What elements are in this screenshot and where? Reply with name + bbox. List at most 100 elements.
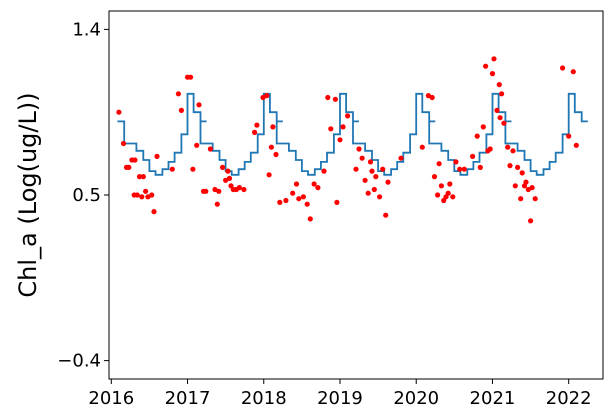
y-tick-label: 0.5 [72, 185, 101, 206]
data-point [252, 129, 258, 135]
data-point [499, 91, 505, 97]
data-point [512, 183, 518, 189]
data-point [461, 166, 467, 172]
data-point [151, 209, 157, 215]
data-point [196, 102, 202, 108]
data-point [216, 188, 222, 194]
x-axis: 2016 2017 2018 2019 2020 2021 2022 [88, 379, 592, 409]
data-point [457, 166, 463, 172]
data-point [523, 179, 529, 185]
data-point [515, 164, 521, 170]
data-point [207, 146, 213, 152]
y-axis-label: Chl_a (Log(ug/L)) [14, 92, 42, 297]
data-point [453, 159, 459, 165]
data-point [340, 124, 346, 130]
data-point [178, 107, 184, 113]
data-point [445, 190, 451, 196]
data-point [496, 82, 502, 88]
x-tick-label: 2018 [241, 388, 287, 409]
data-point [431, 174, 438, 180]
data-point [254, 122, 260, 128]
data-point [149, 192, 155, 198]
data-point [116, 109, 122, 115]
model-line [117, 92, 588, 176]
data-point [134, 192, 140, 198]
data-point [483, 63, 489, 69]
data-point [362, 177, 368, 183]
y-tick-label: −0.4 [57, 351, 101, 372]
data-point [474, 133, 480, 139]
data-point [510, 148, 516, 154]
data-point [429, 94, 435, 101]
data-point [226, 175, 233, 181]
data-point [136, 174, 143, 180]
data-point [501, 120, 507, 126]
x-tick-label: 2016 [88, 388, 134, 409]
data-point [228, 183, 234, 189]
data-point [223, 177, 229, 183]
data-point [519, 170, 525, 176]
data-point [369, 168, 375, 174]
data-point [139, 194, 145, 200]
data-point [154, 153, 160, 159]
data-point [419, 144, 425, 150]
axes-frame [108, 10, 604, 380]
data-point [175, 91, 181, 97]
data-point [300, 194, 306, 200]
data-point [311, 181, 317, 187]
data-point [236, 185, 242, 191]
data-point [304, 201, 310, 207]
data-point [505, 144, 511, 150]
x-tick-label: 2019 [317, 388, 363, 409]
data-point [373, 174, 379, 180]
data-point [380, 166, 386, 172]
data-point [332, 96, 338, 102]
data-point [359, 155, 365, 161]
data-point [307, 216, 313, 222]
data-point [293, 181, 300, 187]
data-point [325, 94, 331, 101]
data-point [120, 140, 127, 147]
x-tick-label: 2020 [393, 388, 439, 409]
data-point [573, 142, 579, 148]
data-point [268, 144, 274, 150]
data-point [529, 185, 535, 191]
data-point [328, 126, 334, 132]
data-point [560, 65, 566, 71]
data-point [277, 199, 283, 205]
data-point [264, 93, 270, 99]
data-point [132, 157, 138, 163]
data-point [494, 107, 500, 113]
data-point [334, 199, 340, 205]
data-point [377, 194, 383, 200]
data-point [570, 69, 576, 75]
data-point [270, 124, 276, 130]
data-point [518, 196, 524, 202]
x-tick-label: 2017 [165, 388, 211, 409]
data-point [126, 164, 132, 170]
data-point [188, 74, 194, 80]
data-point [566, 133, 572, 139]
data-point [353, 166, 359, 172]
data-point [321, 168, 327, 174]
y-tick-label: 1.4 [72, 19, 101, 40]
data-point [220, 164, 226, 170]
data-point [450, 194, 456, 200]
data-point [225, 168, 231, 174]
data-point [477, 164, 483, 170]
data-point [528, 218, 534, 224]
data-point [367, 159, 374, 165]
plot-area [116, 56, 588, 224]
data-point [296, 196, 302, 202]
data-point [480, 124, 486, 130]
data-point [438, 183, 444, 189]
data-point [436, 161, 442, 167]
data-point [143, 188, 149, 194]
data-point [273, 151, 279, 158]
data-point [190, 166, 196, 172]
data-point [447, 181, 453, 187]
data-point [365, 190, 371, 196]
data-point [337, 137, 343, 143]
data-point [283, 197, 289, 204]
